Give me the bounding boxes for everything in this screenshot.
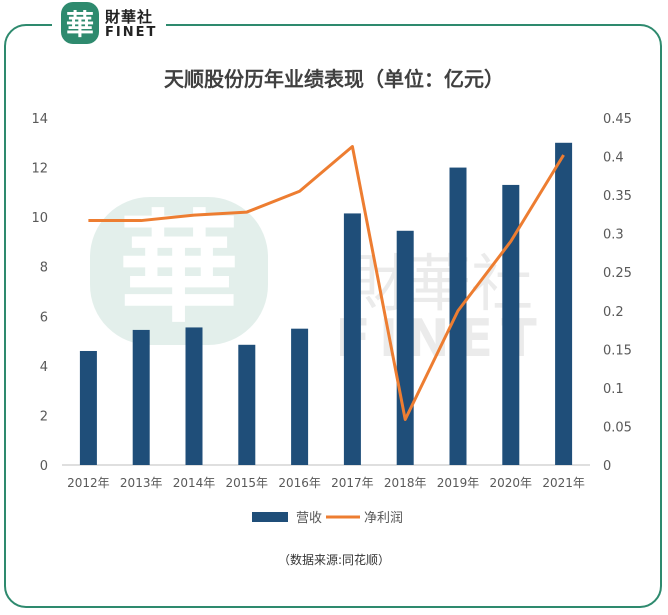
source-note: （数据来源:同花顺） xyxy=(277,553,391,567)
brand-logo: 華 財華社 FINET xyxy=(52,0,166,46)
x-axis-labels: 2012年 2013年 2014年 2015年 2016年 2017年 2018年 2019年… xyxy=(67,476,585,490)
x-tick-label: 2012年 xyxy=(67,476,110,490)
x-tick-label: 2018年 xyxy=(384,476,427,490)
y-left-tick-label: 14 xyxy=(31,112,48,127)
x-tick-label: 2020年 xyxy=(490,476,533,490)
bar-revenue xyxy=(449,167,467,466)
bar-revenue xyxy=(79,350,97,465)
x-tick-label: 2013年 xyxy=(120,476,163,490)
y-left-tick-label: 6 xyxy=(40,310,48,325)
logo-mark: 華 xyxy=(61,2,99,44)
bar-revenue xyxy=(185,327,203,465)
chart-frame xyxy=(4,24,662,608)
y-left-tick-label: 0 xyxy=(40,459,48,474)
y-right-tick-label: 0.15 xyxy=(603,343,632,358)
bar-revenue xyxy=(396,230,414,465)
bar-revenue xyxy=(238,344,256,465)
y-left-tick-label: 2 xyxy=(40,409,48,424)
x-tick-label: 2019年 xyxy=(437,476,480,490)
x-tick-label: 2015年 xyxy=(226,476,269,490)
logo-name-en: FINET xyxy=(105,25,158,40)
x-tick-label: 2016年 xyxy=(278,476,321,490)
y-right-tick-label: 0.35 xyxy=(603,189,632,204)
y-right-tick-label: 0.05 xyxy=(603,420,632,435)
y-left-tick-label: 4 xyxy=(40,360,48,375)
bar-revenue xyxy=(132,329,150,465)
bar-revenue xyxy=(555,142,573,466)
legend-swatch-revenue xyxy=(252,512,288,522)
y-right-tick-label: 0.4 xyxy=(603,151,624,166)
y-right-tick-label: 0.2 xyxy=(603,305,624,320)
bar-revenue xyxy=(343,213,361,465)
y-left-tick-label: 8 xyxy=(40,261,48,276)
watermark: 華 財華社 FINET xyxy=(90,197,537,369)
bar-revenue xyxy=(502,184,520,465)
legend-label-profit: 净利润 xyxy=(364,511,403,526)
y-left-tick-label: 10 xyxy=(31,211,48,226)
legend-label-revenue: 营收 xyxy=(296,511,322,526)
watermark-mark: 華 xyxy=(119,200,239,339)
bar-revenue xyxy=(291,328,309,465)
y-right-tick-label: 0.1 xyxy=(603,382,624,397)
bar-series xyxy=(79,142,573,466)
y-right-tick-label: 0.45 xyxy=(603,112,632,127)
x-tick-label: 2021年 xyxy=(542,476,585,490)
y-right-tick-label: 0.25 xyxy=(603,266,632,281)
y-axis-left: 0 2 4 6 8 10 12 14 xyxy=(31,112,48,474)
y-left-tick-label: 12 xyxy=(31,162,48,177)
y-right-tick-label: 0 xyxy=(603,459,611,474)
logo-name-cn: 財華社 xyxy=(105,8,154,26)
line-series-profit xyxy=(88,145,565,422)
legend: 营收 净利润 xyxy=(252,511,403,526)
y-right-tick-label: 0.3 xyxy=(603,228,624,243)
watermark-badge xyxy=(90,197,268,345)
x-tick-label: 2017年 xyxy=(331,476,374,490)
chart-title: 天顺股份历年业绩表现（单位：亿元） xyxy=(164,67,504,91)
x-tick-label: 2014年 xyxy=(173,476,216,490)
y-axis-right: 0 0.05 0.1 0.15 0.2 0.25 0.3 0.35 0.4 0.45 xyxy=(603,112,632,474)
